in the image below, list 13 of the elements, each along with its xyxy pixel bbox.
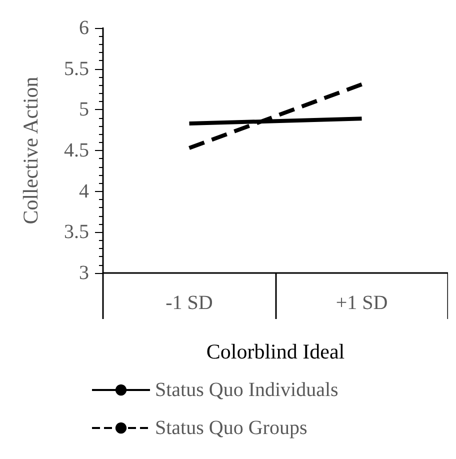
x-tick-label: +1 SD bbox=[336, 292, 388, 314]
y-tick-label: 4.5 bbox=[64, 140, 89, 162]
y-tick-label: 3 bbox=[79, 262, 89, 284]
legend-label: Status Quo Groups bbox=[155, 417, 308, 439]
y-tick-label: 3.5 bbox=[64, 221, 89, 244]
x-axis-title: Colorblind Ideal bbox=[206, 340, 345, 364]
y-tick-label: 5 bbox=[79, 98, 89, 121]
y-tick-label: 4 bbox=[79, 180, 89, 202]
x-tick-label: -1 SD bbox=[166, 292, 213, 314]
y-tick-label: 6 bbox=[79, 17, 89, 39]
legend-label: Status Quo Individuals bbox=[155, 379, 339, 401]
y-axis-title: Collective Action bbox=[18, 76, 42, 224]
y-tick-label: 5.5 bbox=[64, 58, 89, 80]
